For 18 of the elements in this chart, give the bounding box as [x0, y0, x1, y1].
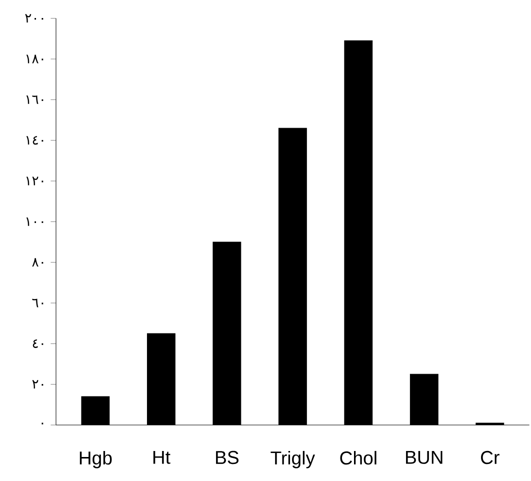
x-tick-label: Ht	[153, 450, 170, 464]
x-tick-label: BS	[216, 450, 238, 464]
y-tick-label: ٢٠٠	[25, 14, 44, 23]
y-tick-label: ٠	[42, 422, 44, 424]
y-tick-label: ١٦٠	[26, 95, 44, 104]
y-tick-label: ١٤٠	[26, 136, 44, 145]
y-tick-label: ١٢٠	[26, 176, 44, 186]
y-tick-label: ٦٠	[32, 298, 44, 308]
y-tick-label: ٤٠	[32, 339, 44, 348]
x-tick-label: Cr	[481, 450, 500, 464]
y-tick-label: ٨٠	[32, 258, 44, 267]
x-tick-label: Hgb	[80, 450, 112, 468]
x-tick-label: Chol	[340, 450, 376, 465]
x-tick-label: Trigly	[270, 450, 316, 468]
x-tick-label: BUN	[406, 450, 442, 464]
y-tick-label: ١٨٠	[26, 54, 44, 64]
y-tick-label: ٢٠	[32, 380, 44, 389]
y-tick-label: ١٠٠	[26, 217, 44, 226]
